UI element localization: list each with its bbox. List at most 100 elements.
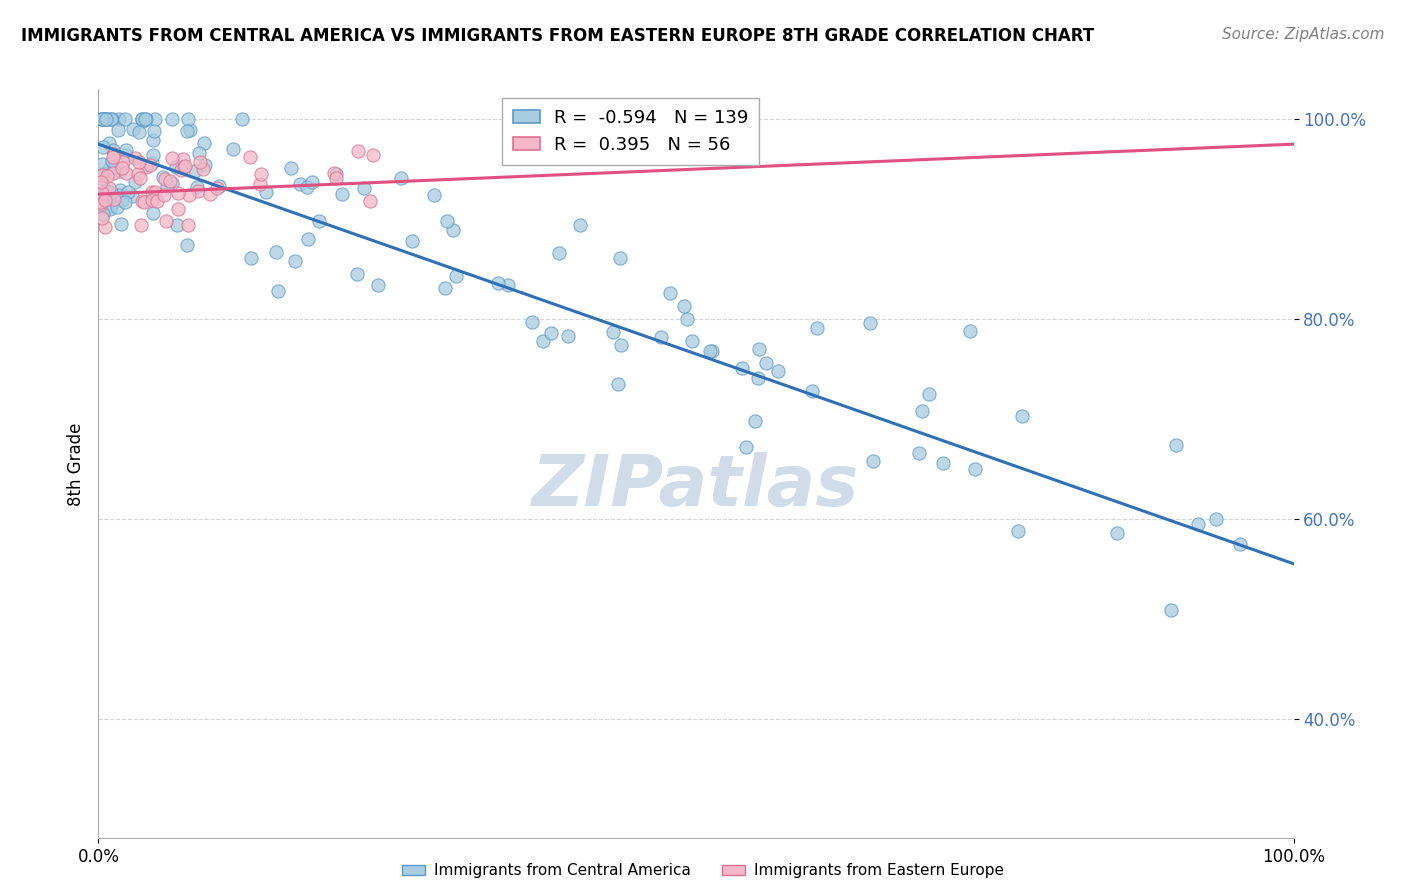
Point	[193, 162, 215, 177]
Point	[862, 453, 884, 467]
Point	[115, 148, 138, 162]
Point	[128, 170, 150, 185]
Point	[609, 337, 631, 351]
Point	[486, 277, 509, 291]
Point	[959, 324, 981, 338]
Point	[176, 238, 198, 252]
Point	[124, 152, 146, 166]
Point	[100, 153, 122, 168]
Point	[931, 456, 953, 470]
Point	[325, 170, 347, 185]
Point	[766, 364, 789, 378]
Point	[748, 342, 770, 356]
Point	[188, 145, 211, 160]
Point	[250, 167, 273, 181]
Point	[557, 328, 579, 343]
Point	[100, 112, 122, 127]
Point	[308, 214, 330, 228]
Point	[101, 143, 124, 157]
Point	[173, 161, 195, 175]
Point	[96, 112, 118, 127]
Point	[1187, 516, 1209, 531]
Point	[90, 168, 112, 182]
Point	[91, 171, 114, 186]
Point	[323, 166, 346, 180]
Point	[806, 321, 828, 335]
Point	[128, 125, 150, 139]
Point	[124, 175, 146, 189]
Point	[100, 112, 122, 127]
Point	[363, 148, 385, 162]
Point	[911, 404, 934, 418]
Point	[146, 194, 169, 208]
Point	[747, 370, 769, 384]
Point	[702, 343, 724, 358]
Point	[142, 132, 165, 146]
Point	[602, 325, 624, 339]
Point	[166, 202, 188, 216]
Point	[128, 154, 150, 169]
Point	[859, 316, 882, 330]
Point	[131, 112, 153, 127]
Y-axis label: 8th Grade: 8th Grade	[66, 422, 84, 506]
Point	[284, 254, 307, 268]
Point	[132, 194, 155, 209]
Point	[142, 147, 165, 161]
Point	[156, 179, 179, 194]
Point	[540, 326, 562, 341]
Point	[135, 112, 157, 127]
Point	[115, 166, 138, 180]
Point	[169, 163, 191, 178]
Point	[143, 124, 166, 138]
Point	[444, 268, 467, 283]
Point	[155, 214, 177, 228]
Point	[138, 158, 160, 172]
Point	[167, 186, 190, 200]
Point	[659, 285, 682, 300]
Point	[166, 219, 188, 233]
Point	[97, 136, 120, 150]
Point	[100, 112, 122, 127]
Point	[1105, 526, 1128, 541]
Text: ZIPatlas: ZIPatlas	[533, 452, 859, 521]
Point	[433, 281, 456, 295]
Point	[755, 356, 778, 370]
Point	[179, 123, 201, 137]
Point	[520, 315, 543, 329]
Point	[188, 155, 211, 169]
Legend: R =  -0.594   N = 139, R =  0.395   N = 56: R = -0.594 N = 139, R = 0.395 N = 56	[502, 98, 759, 165]
Point	[186, 179, 208, 194]
Point	[436, 214, 458, 228]
Point	[193, 136, 215, 150]
Point	[94, 112, 117, 127]
Point	[93, 112, 115, 127]
Point	[100, 185, 122, 199]
Point	[160, 151, 183, 165]
Point	[101, 166, 124, 180]
Point	[159, 174, 181, 188]
Point	[207, 179, 229, 194]
Point	[177, 218, 200, 232]
Point	[908, 446, 931, 460]
Point	[672, 299, 695, 313]
Point	[105, 200, 128, 214]
Point	[1205, 512, 1227, 526]
Point	[650, 330, 672, 344]
Point	[91, 156, 114, 170]
Point	[1160, 603, 1182, 617]
Point	[401, 235, 423, 249]
Point	[1164, 437, 1187, 451]
Point	[346, 144, 368, 158]
Point	[91, 112, 114, 127]
Point	[90, 175, 112, 189]
Point	[264, 245, 287, 260]
Point	[267, 284, 290, 298]
Point	[177, 188, 200, 202]
Point	[165, 160, 187, 174]
Point	[142, 206, 165, 220]
Point	[90, 194, 112, 209]
Point	[172, 153, 194, 167]
Point	[325, 167, 347, 181]
Point	[231, 112, 253, 127]
Point	[108, 164, 131, 178]
